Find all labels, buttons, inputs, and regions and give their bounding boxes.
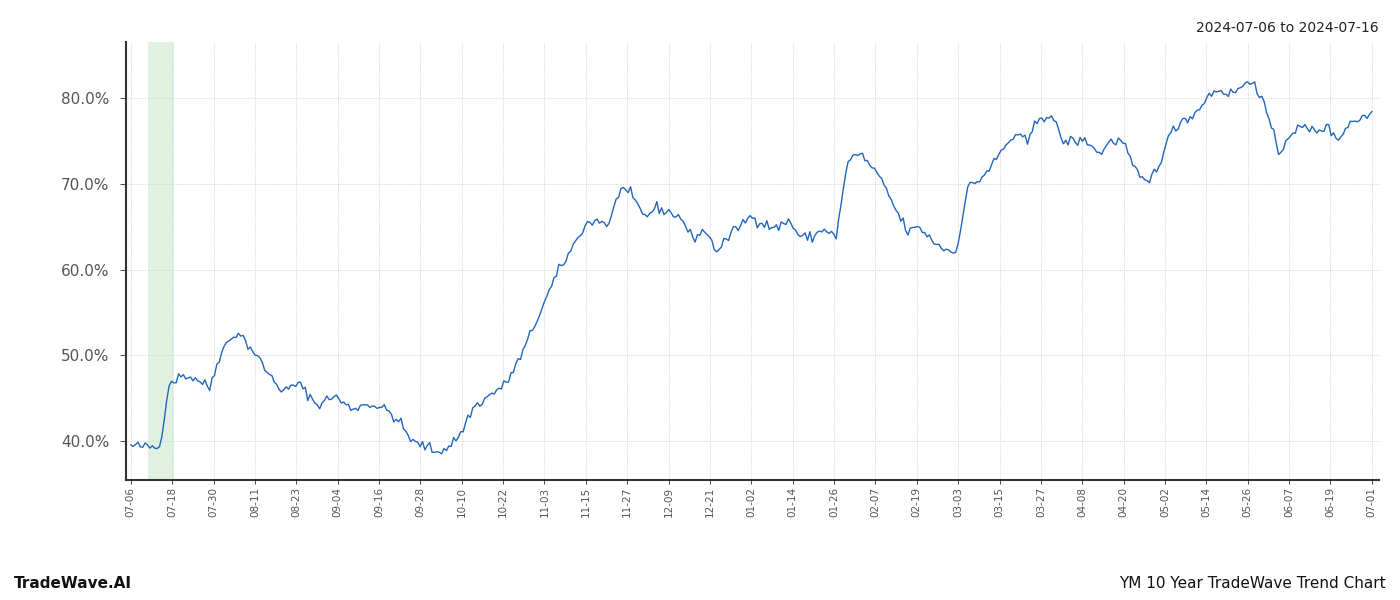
Text: YM 10 Year TradeWave Trend Chart: YM 10 Year TradeWave Trend Chart: [1120, 576, 1386, 591]
Text: TradeWave.AI: TradeWave.AI: [14, 576, 132, 591]
Bar: [147, 42, 174, 480]
Text: 2024-07-06 to 2024-07-16: 2024-07-06 to 2024-07-16: [1197, 21, 1379, 35]
